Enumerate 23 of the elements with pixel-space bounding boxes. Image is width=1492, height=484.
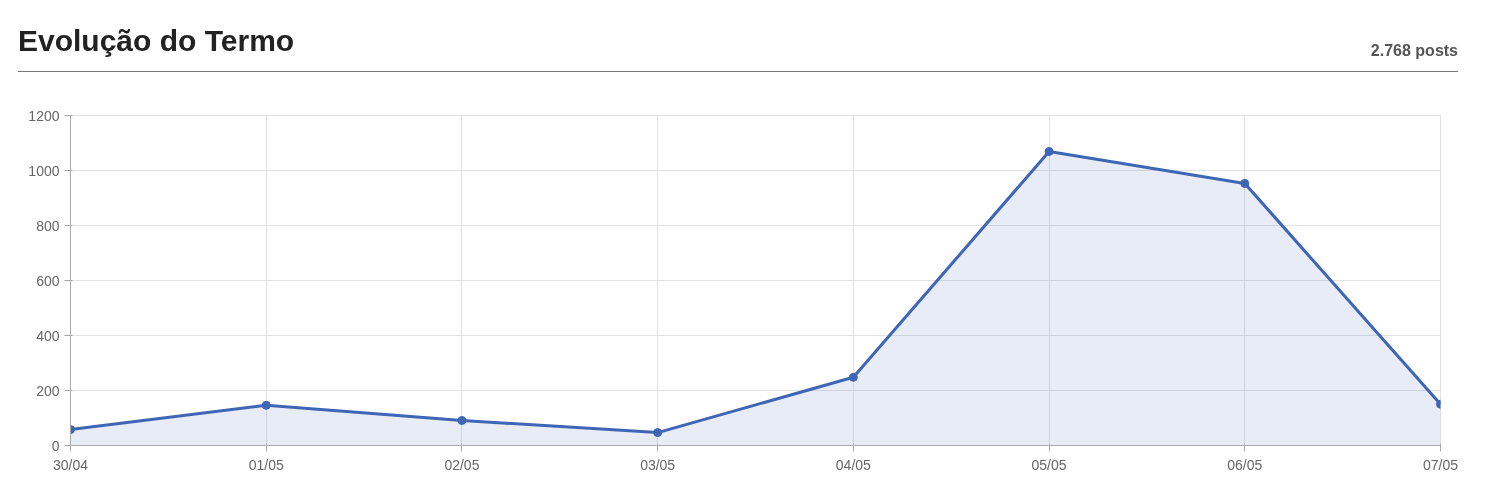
x-tick-label: 30/04 — [52, 456, 89, 473]
chart-subtitle: 2.768 posts — [1370, 41, 1458, 61]
chart-title: Evolução do Termo — [18, 23, 295, 59]
x-tick-label: 02/05 — [444, 456, 480, 473]
x-tick-label: 06/05 — [1227, 456, 1263, 473]
y-tick-label: 200 — [36, 382, 60, 399]
point — [261, 400, 271, 410]
y-tick-label: 800 — [36, 217, 60, 234]
point — [1240, 178, 1250, 188]
point — [457, 415, 467, 425]
y-tick-label: 0 — [51, 437, 60, 454]
x-tick-label: 04/05 — [835, 456, 872, 473]
x-tick-label: 01/05 — [248, 456, 284, 473]
y-tick-label: 600 — [36, 272, 60, 289]
point — [1044, 147, 1054, 157]
x-tick-label: 03/05 — [640, 456, 676, 473]
x-tick-label: 07/05 — [1422, 456, 1459, 473]
y-tick-label: 1200 — [28, 107, 60, 124]
y-tick-label: 1000 — [28, 162, 60, 179]
x-tick-label: 05/05 — [1031, 456, 1067, 473]
point — [653, 428, 663, 438]
y-tick-label: 400 — [36, 327, 60, 344]
point — [848, 372, 858, 382]
